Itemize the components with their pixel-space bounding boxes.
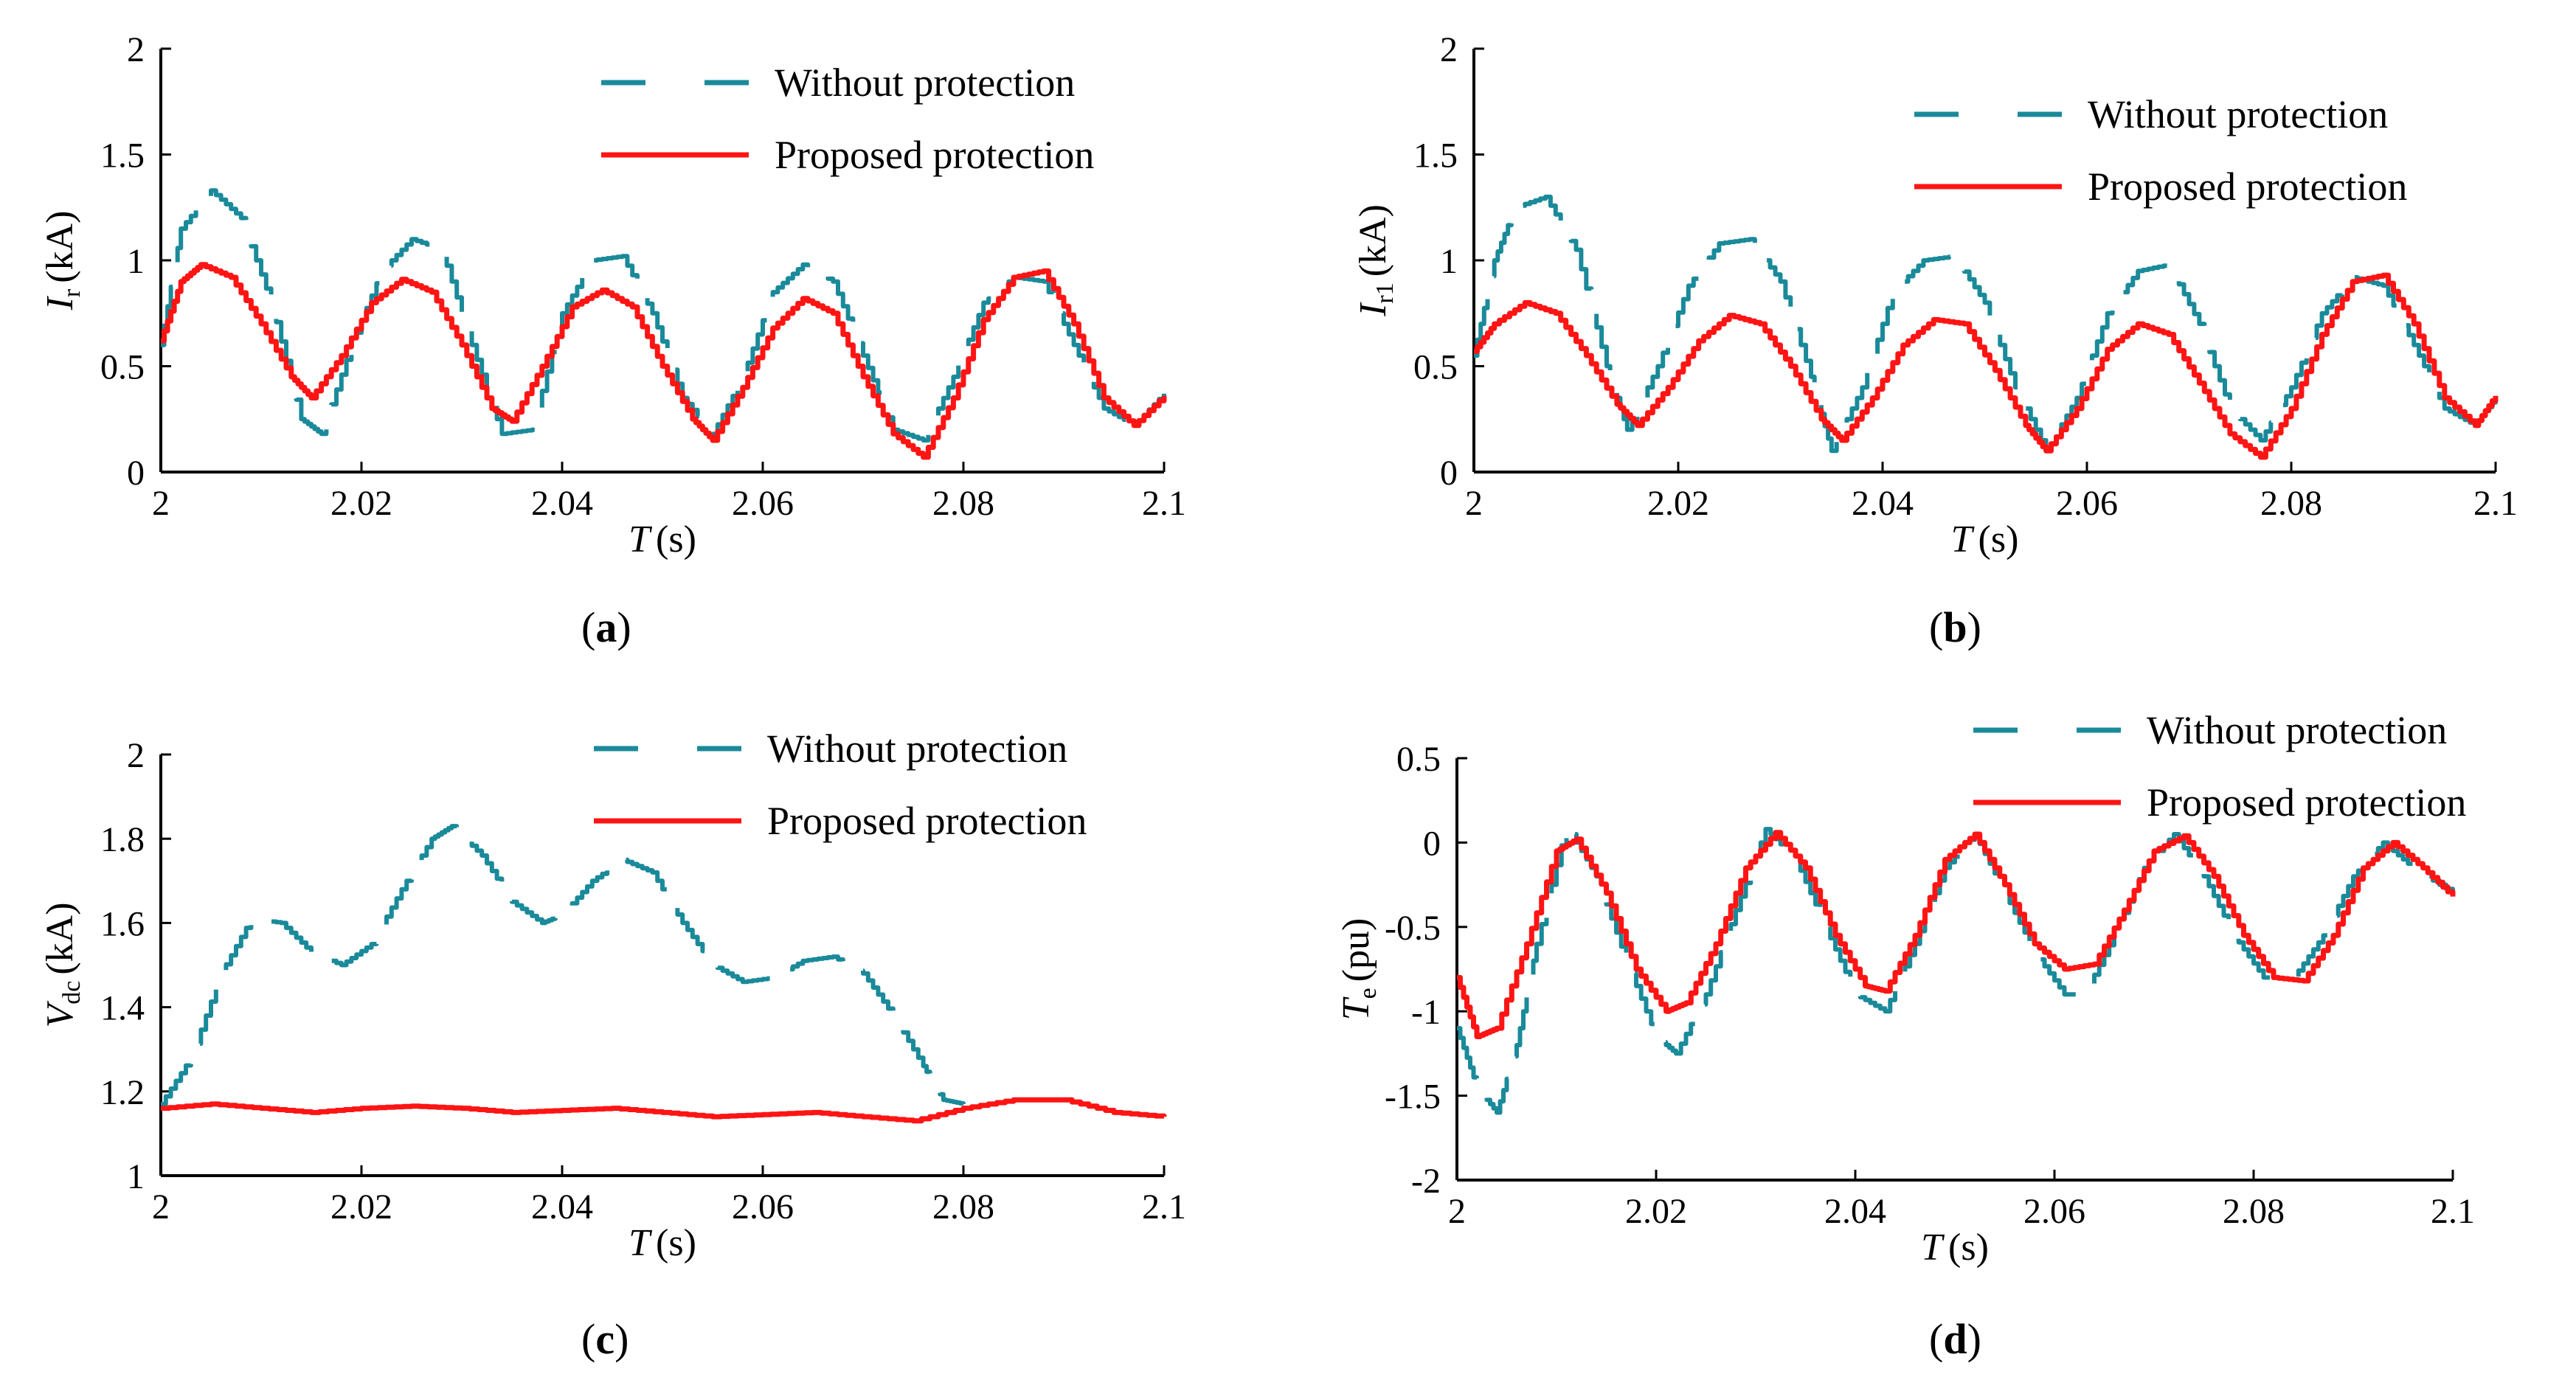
- y-tick-label: 2: [1440, 30, 1458, 69]
- y-tick-label: 0: [1440, 454, 1458, 493]
- x-tick-label: 2.04: [531, 484, 593, 523]
- y-tick-label: 0: [127, 454, 145, 493]
- series-line-without-protection: [1474, 194, 2498, 454]
- legend-label: Without protection: [2147, 708, 2447, 752]
- y-tick-label: 1.5: [1413, 136, 1458, 176]
- y-axis-label: Ir(kA): [39, 211, 86, 311]
- legend-label: Proposed protection: [767, 799, 1087, 843]
- y-tick-label: -0.5: [1385, 909, 1441, 948]
- x-tick-label: 2: [152, 484, 170, 523]
- y-tick-label: 0.5: [1396, 740, 1441, 779]
- y-tick-label: 1: [127, 1157, 145, 1196]
- y-tick-label: 2: [127, 30, 145, 69]
- legend-label: Without protection: [775, 60, 1075, 105]
- legend-label: Proposed protection: [775, 133, 1094, 177]
- x-axis-label: T (s): [1921, 1227, 1989, 1269]
- y-tick-label: -1.5: [1385, 1078, 1441, 1117]
- x-tick-label: 2.08: [2260, 484, 2322, 523]
- y-tick-label: 1.2: [100, 1073, 145, 1112]
- x-tick-label: 2.1: [1142, 1187, 1186, 1227]
- x-tick-label: 2.1: [2473, 484, 2518, 523]
- y-tick-label: 1.8: [100, 820, 145, 859]
- x-tick-label: 2.04: [531, 1187, 593, 1227]
- x-tick-label: 2.02: [330, 1187, 392, 1227]
- series-line-without-protection: [1457, 823, 2455, 1115]
- series-line-without-protection: [161, 824, 966, 1106]
- legend-label: Proposed protection: [2088, 164, 2407, 209]
- y-tick-label: 0.5: [100, 348, 145, 387]
- panel-label: (d): [1929, 1315, 1981, 1363]
- x-tick-label: 2: [1465, 484, 1483, 523]
- x-tick-label: 2: [152, 1187, 170, 1227]
- panel-label: (a): [581, 603, 631, 651]
- chart-panel-c: 1 1.2 1.4 1.6 1.8 2 2 2.02 2.04 2.06 2.08 2.1 T (s) Vd…: [39, 726, 1186, 1363]
- x-tick-label: 2.04: [1824, 1192, 1886, 1231]
- series-line-proposed-protection: [161, 1097, 1167, 1124]
- y-tick-label: -2: [1411, 1162, 1441, 1201]
- y-tick-label: 0.5: [1413, 348, 1458, 387]
- y-tick-label: 1.5: [100, 136, 145, 176]
- chart-panel-a: 0 0.5 1 1.5 2 2 2.02 2.04 2.06 2.08 2.1 T (s) Ir(kA) W…: [39, 30, 1186, 651]
- y-tick-label: 1: [127, 242, 145, 281]
- series-line-proposed-protection: [161, 262, 1167, 460]
- y-axis-label: Ir1(kA): [1352, 204, 1399, 317]
- x-tick-label: 2.02: [1647, 484, 1709, 523]
- x-tick-label: 2.08: [932, 484, 994, 523]
- legend-label: Without protection: [767, 726, 1067, 771]
- series-line-without-protection: [161, 188, 1166, 443]
- x-tick-label: 2.06: [732, 1187, 794, 1227]
- y-axis-label: Vdc(kA): [39, 902, 86, 1027]
- x-tick-label: 2: [1448, 1192, 1466, 1231]
- panel-label: (b): [1929, 603, 1981, 651]
- x-tick-label: 2.1: [1142, 484, 1186, 523]
- y-tick-label: 1.4: [100, 989, 145, 1028]
- x-tick-label: 2.1: [2431, 1192, 2475, 1231]
- series-line-proposed-protection: [1457, 830, 2456, 1039]
- y-tick-label: 1: [1440, 242, 1458, 281]
- x-tick-label: 2.06: [2023, 1192, 2085, 1231]
- x-tick-label: 2.06: [732, 484, 794, 523]
- y-tick-label: -1: [1411, 993, 1441, 1032]
- x-tick-label: 2.02: [330, 484, 392, 523]
- chart-panel-b: 0 0.5 1 1.5 2 2 2.02 2.04 2.06 2.08 2.1 T (s) Ir1(kA)…: [1352, 30, 2518, 651]
- y-axis-label: Te(pu): [1335, 918, 1382, 1021]
- legend-label: Proposed protection: [2147, 780, 2466, 825]
- legend-label: Without protection: [2088, 92, 2388, 136]
- x-tick-label: 2.06: [2056, 484, 2118, 523]
- x-tick-label: 2.08: [2223, 1192, 2285, 1231]
- x-tick-label: 2.02: [1625, 1192, 1687, 1231]
- y-tick-label: 0: [1423, 824, 1441, 863]
- panel-label: (c): [581, 1315, 629, 1363]
- x-tick-label: 2.08: [932, 1187, 994, 1227]
- chart-panel-d: -2 -1.5 -1 -0.5 0 0.5 2 2.02 2.04 2.06 2.08 2.1 T (s)…: [1335, 708, 2475, 1363]
- x-axis-label: T (s): [629, 518, 696, 561]
- y-tick-label: 2: [127, 736, 145, 775]
- x-axis-label: T (s): [1951, 518, 2019, 561]
- y-tick-label: 1.6: [100, 904, 145, 943]
- x-tick-label: 2.04: [1852, 484, 1914, 523]
- x-axis-label: T (s): [629, 1222, 696, 1264]
- series-line-proposed-protection: [1474, 272, 2499, 460]
